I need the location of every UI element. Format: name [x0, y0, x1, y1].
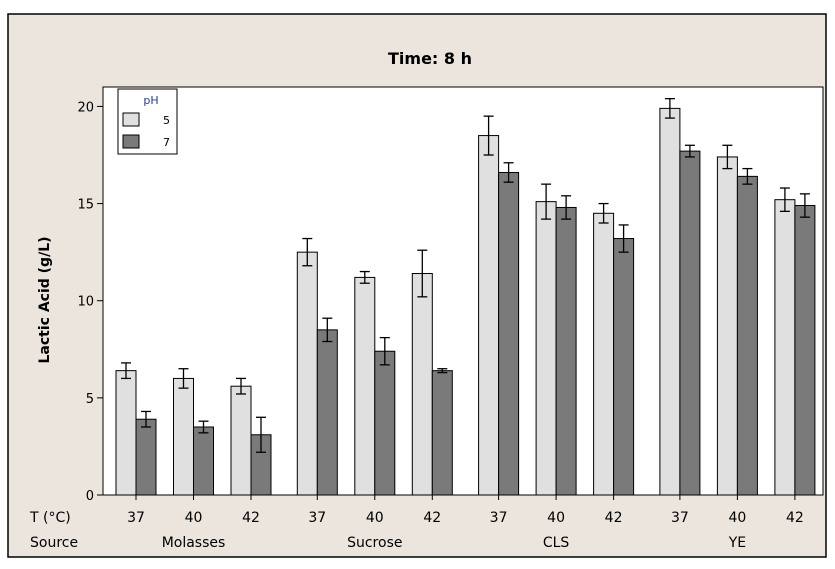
bar-sucrose-40-ph7	[374, 350, 396, 496]
y-tick-label: 15	[77, 198, 94, 213]
temperature-label: 40	[366, 510, 384, 526]
temperature-label: 37	[671, 510, 689, 526]
legend-label-ph5: 5	[163, 114, 170, 127]
temperature-label: 37	[490, 510, 508, 526]
temperature-label: 37	[308, 510, 326, 526]
bar-sucrose-37-ph5	[296, 251, 318, 496]
bar-cls-37-ph7	[498, 171, 520, 496]
bar-ye-37-ph7	[679, 150, 701, 496]
bar-sucrose-42-ph7	[431, 370, 453, 496]
temperature-label: 40	[547, 510, 565, 526]
temperature-label: 42	[786, 510, 804, 526]
bar-sucrose-37-ph7	[316, 329, 338, 496]
source-row-label: Source	[30, 535, 78, 551]
source-label: Molasses	[162, 535, 226, 551]
bar-cls-42-ph7	[613, 238, 635, 496]
bar-cls-40-ph7	[555, 206, 577, 496]
bar-ye-37-ph5	[659, 107, 681, 496]
bar-molasses-37-ph7	[135, 418, 157, 496]
source-label: CLS	[543, 535, 570, 551]
plot-area	[102, 86, 824, 496]
temperature-label: 37	[127, 510, 145, 526]
error-bars	[121, 98, 810, 453]
bar-molasses-40-ph7	[193, 426, 214, 496]
temperature-label: 42	[242, 510, 260, 526]
temperature-label: 42	[423, 510, 441, 526]
bar-ye-40-ph7	[736, 175, 758, 496]
chart-title: Time: 8 h	[388, 49, 472, 68]
y-tick-label: 5	[86, 392, 94, 407]
bar-cls-40-ph5	[535, 201, 557, 496]
legend: pH 5 7	[117, 88, 178, 155]
x-axis-labels: T (°C) Source 37 40 42 Molasses 37 40 42 Sucros…	[29, 495, 804, 551]
temperature-label: 40	[728, 510, 746, 526]
bar-sucrose-40-ph5	[354, 276, 376, 496]
y-tick-label: 10	[77, 295, 94, 310]
temperature-label: 40	[185, 510, 203, 526]
y-axis: 0 5 10 15 20	[77, 100, 103, 504]
y-axis-label: Lactic Acid (g/L)	[37, 236, 53, 363]
temperature-row-label: T (°C)	[29, 510, 71, 526]
source-label: Sucrose	[347, 535, 402, 551]
bar-sucrose-42-ph5	[411, 273, 433, 496]
temperature-label: 42	[605, 510, 623, 526]
legend-swatch-ph5	[122, 112, 140, 127]
bar-molasses-40-ph5	[173, 377, 194, 496]
legend-label-ph7: 7	[163, 136, 170, 149]
bars	[115, 107, 816, 496]
bar-ye-42-ph7	[794, 205, 816, 496]
bar-molasses-37-ph5	[115, 370, 137, 496]
bar-ye-40-ph5	[716, 156, 738, 496]
y-tick-label: 20	[77, 100, 94, 115]
bar-molasses-42-ph5	[230, 385, 252, 496]
source-label: YE	[728, 535, 746, 551]
bar-cls-37-ph5	[478, 135, 500, 496]
bar-cls-42-ph5	[593, 212, 615, 496]
legend-swatch-ph7	[122, 134, 140, 149]
legend-title: pH	[143, 94, 158, 107]
bar-ye-42-ph5	[774, 199, 796, 496]
y-tick-label: 0	[86, 489, 94, 504]
